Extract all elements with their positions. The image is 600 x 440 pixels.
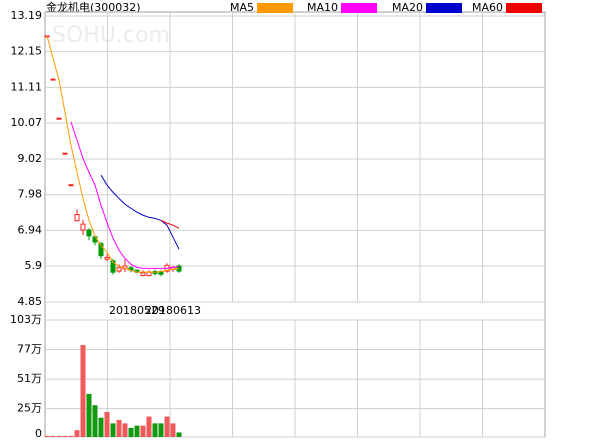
legend-swatch — [506, 3, 542, 13]
volume-bar — [140, 425, 146, 437]
volume-bar — [56, 435, 62, 437]
volume-tick-label: 103万 — [10, 313, 42, 326]
volume-bar — [44, 435, 50, 437]
volume-bar — [152, 423, 158, 437]
volume-tick-label: 0 — [35, 427, 42, 440]
volume-bar — [146, 416, 152, 437]
x-tick-label: 20180613 — [145, 304, 201, 317]
ma-line — [100, 174, 180, 250]
y-tick-label: 4.85 — [18, 295, 43, 308]
candle-body — [110, 260, 116, 273]
volume-bar — [98, 417, 104, 437]
volume-tick-label: 51万 — [17, 372, 42, 385]
y-tick-label: 10.07 — [11, 116, 43, 129]
volume-bar — [170, 423, 176, 437]
volume-bar — [164, 416, 170, 437]
volume-bar — [134, 425, 140, 437]
volume-bar — [80, 344, 86, 437]
volume-bar — [62, 435, 68, 437]
volume-bar — [74, 430, 80, 437]
ma-line — [46, 35, 180, 273]
volume-bar — [110, 423, 116, 437]
volume-bar — [86, 393, 92, 437]
y-tick-label: 7.98 — [18, 188, 43, 201]
candle-body — [74, 214, 80, 222]
candle-body — [50, 78, 56, 81]
legend-label: MA5 — [230, 1, 254, 14]
legend-label: MA10 — [307, 1, 338, 14]
candle-body — [62, 152, 68, 155]
candle-body — [104, 256, 110, 260]
volume-bar — [116, 419, 122, 437]
legend-label: MA20 — [392, 1, 423, 14]
volume-tick-label: 25万 — [17, 402, 42, 415]
watermark: SOHU.com — [52, 23, 170, 48]
candle-body — [98, 243, 104, 257]
x-tick-label: 20180529 — [109, 304, 165, 317]
volume-bar — [128, 427, 134, 437]
candle-body — [140, 272, 146, 277]
volume-bar — [92, 405, 98, 437]
volume-bar — [176, 432, 182, 437]
volume-bar — [158, 423, 164, 437]
candle-body — [86, 229, 92, 237]
y-tick-label: 12.15 — [11, 45, 43, 58]
y-tick-label: 5.9 — [25, 259, 43, 272]
candle-body — [146, 271, 152, 277]
candle-body — [56, 117, 62, 120]
y-tick-label: 9.02 — [18, 152, 43, 165]
legend-swatch — [341, 3, 377, 13]
ma-line — [70, 121, 180, 269]
y-tick-label: 11.11 — [11, 80, 43, 93]
volume-tick-label: 77万 — [17, 343, 42, 356]
legend-swatch — [426, 3, 462, 13]
volume-bar — [50, 435, 56, 437]
candle-body — [80, 223, 86, 231]
volume-bar — [122, 423, 128, 437]
ma-line — [160, 219, 180, 229]
legend-swatch — [257, 3, 293, 13]
candle-body — [116, 267, 122, 272]
y-tick-label: 6.94 — [18, 223, 43, 236]
chart-title: 金龙机电(300032) — [46, 0, 141, 14]
legend-label: MA60 — [472, 1, 503, 14]
volume-bar — [68, 435, 74, 437]
y-tick-label: 13.19 — [11, 9, 43, 22]
volume-bar — [104, 412, 110, 437]
candle-body — [68, 184, 74, 187]
